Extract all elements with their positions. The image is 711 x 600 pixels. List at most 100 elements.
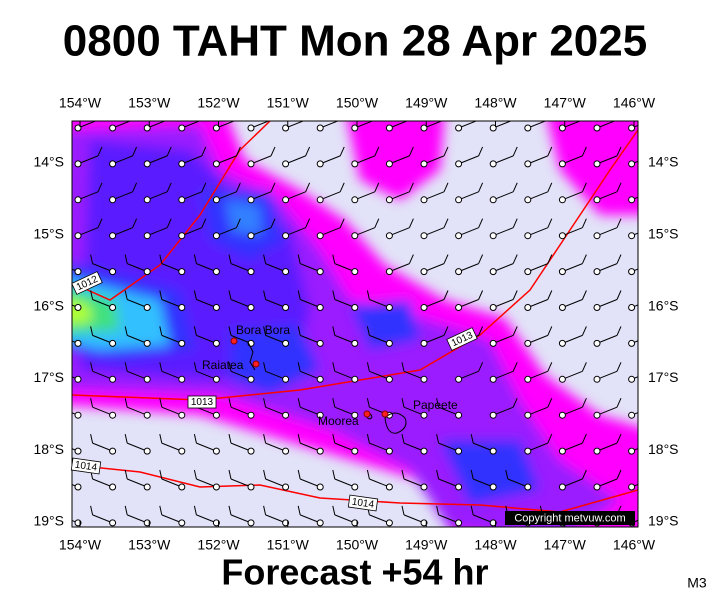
wind-barb [470, 433, 497, 455]
barb-flag [124, 433, 128, 444]
barb-staff [493, 227, 514, 237]
barb-staff [631, 412, 638, 416]
wind-barb [193, 254, 220, 276]
lat-label: 15°S [33, 226, 64, 242]
barb-flag [193, 290, 197, 300]
wind-barb [282, 182, 311, 204]
barb-flag [201, 182, 207, 193]
wind-barb [193, 469, 220, 491]
barb-staff [631, 196, 638, 201]
barb-staff [562, 370, 583, 380]
barb-station [282, 124, 290, 132]
wind-barb [420, 146, 449, 168]
barb-flag [56, 255, 58, 264]
barb-station [593, 160, 601, 168]
barb-flag [97, 182, 103, 193]
wind-barb [159, 326, 186, 347]
barb-flag [505, 469, 509, 480]
lat-label: 18°S [648, 441, 679, 457]
barb-station [420, 304, 428, 311]
barb-flag [166, 218, 172, 228]
wind-barb [558, 290, 587, 311]
lon-label: 146°W [613, 537, 656, 553]
barb-staff [631, 232, 638, 237]
wind-barb [228, 254, 255, 276]
barb-flag [616, 290, 622, 300]
barb-flag [436, 433, 440, 444]
barb-station [178, 124, 186, 132]
barb-station [385, 304, 393, 311]
wind-barb [124, 469, 151, 491]
barb-station [489, 304, 497, 311]
barb-staff [334, 406, 355, 416]
wind-barb [178, 182, 207, 204]
barb-staff [300, 334, 321, 344]
wind-barb [593, 146, 622, 168]
wind-barb [72, 339, 82, 347]
barb-station [212, 232, 220, 240]
barb-flag [547, 326, 553, 336]
barb-flag [581, 362, 587, 372]
barb-flag [408, 146, 414, 157]
barb-station [351, 232, 359, 240]
barb-staff [127, 478, 148, 488]
wind-barb [263, 254, 290, 276]
forecast: Forecast +54 hr [221, 552, 488, 593]
wind-barb [263, 290, 290, 311]
barb-station [178, 483, 186, 491]
barb-staff [423, 334, 445, 344]
barb-station [489, 124, 497, 132]
barb-station [351, 268, 359, 276]
barb-staff [285, 191, 306, 201]
barb-flag [478, 182, 484, 193]
lat-label: 16°S [648, 297, 679, 313]
barb-flag [270, 182, 276, 193]
barb-staff [493, 263, 514, 273]
isobar-label-box [71, 271, 103, 295]
barb-flag [124, 362, 128, 372]
wind-barb [593, 397, 622, 419]
wind-barb [628, 111, 656, 132]
barb-flag [581, 218, 587, 228]
barb-staff [458, 299, 479, 308]
barb-flag [340, 111, 344, 120]
barb-staff [423, 191, 445, 201]
wind-barb [385, 218, 414, 240]
barb-flag [443, 182, 449, 193]
wind-barb [628, 160, 638, 168]
barb-station [351, 411, 359, 419]
barb-station [628, 483, 636, 491]
barb-flag [652, 255, 656, 264]
wind-barb [193, 290, 220, 311]
barb-flag [547, 433, 553, 444]
barb-staff [92, 299, 113, 308]
wind-barb [558, 254, 587, 276]
barb-staff [230, 263, 252, 273]
barb-station [558, 411, 566, 419]
copyright: Copyright metvuw.com [514, 512, 625, 524]
barb-station [247, 232, 255, 240]
barb-flag [478, 218, 484, 228]
barb-station [489, 160, 497, 168]
barb-staff [369, 334, 390, 344]
barb-staff [527, 263, 548, 273]
lat-label: 19°S [33, 513, 64, 529]
barb-staff [127, 299, 148, 308]
barb-station [178, 232, 186, 240]
barb-staff [527, 370, 548, 380]
barb-flag [652, 111, 656, 120]
wind-barb [558, 146, 587, 168]
wind-barb [159, 469, 186, 491]
lon-label: 151°W [267, 537, 310, 553]
wind-barb [524, 146, 553, 168]
barb-flag [297, 469, 301, 480]
barb-station [524, 124, 532, 132]
barb-flag [366, 433, 370, 444]
barb-station [247, 447, 255, 455]
barb-station [178, 196, 186, 204]
lon-label: 148°W [474, 537, 517, 553]
barb-station [109, 124, 117, 132]
barb-station [420, 124, 428, 132]
barb-station [628, 339, 636, 347]
barb-staff [72, 448, 79, 452]
